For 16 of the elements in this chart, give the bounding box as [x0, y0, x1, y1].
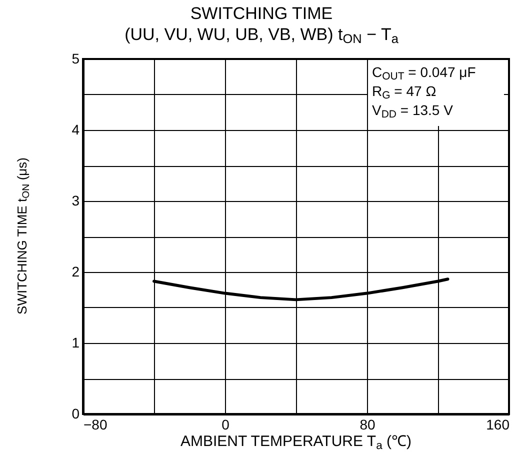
chart-title: SWITCHING TIME [189, 4, 334, 24]
x-tick-label: −80 [84, 416, 108, 432]
annotation: V$_{DD}$ = 13.5 V [372, 102, 453, 121]
annotation: C$_{OUT}$ = 0.047 μF [372, 64, 476, 83]
x-tick-label: 80 [360, 416, 376, 432]
y-tick-label: 1 [72, 334, 80, 350]
chart-subtitle: (UU, VU, WU, UB, VB, WB) t$_{ON}$ − T$_{a}$ [124, 25, 400, 46]
y-tick-label: 5 [72, 50, 80, 66]
x-tick-label: 160 [486, 416, 510, 432]
y-tick-label: 0 [72, 406, 80, 422]
annotation: R$_{G}$ = 47 Ω [372, 83, 436, 102]
y-tick-label: 2 [72, 264, 80, 280]
y-tick-label: 3 [72, 192, 80, 208]
y-tick-label: 4 [72, 122, 80, 138]
x-axis-title: AMBIENT TEMPERATURE T$_{a}$ (℃) [180, 433, 412, 452]
x-tick-label: 0 [222, 416, 230, 432]
